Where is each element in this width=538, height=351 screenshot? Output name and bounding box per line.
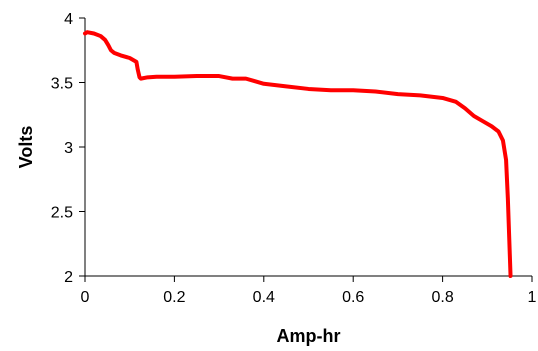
y-tick-label: 3 [64, 140, 73, 157]
series-layer [83, 30, 513, 278]
y-tick-label: 4 [64, 11, 73, 28]
x-tick-label: 1 [528, 289, 537, 306]
x-tick-label: 0.6 [342, 289, 364, 306]
x-tick-label: 0.4 [253, 289, 275, 306]
x-tick-label: 0 [81, 289, 90, 306]
y-tick-label: 2.5 [51, 205, 73, 222]
x-axis-title: Amp-hr [277, 326, 341, 346]
series-line-0 [83, 30, 513, 278]
x-tick-label: 0.2 [163, 289, 185, 306]
y-axis: 2 2.5 3 3.5 4 [51, 11, 86, 286]
x-axis: 0 0.2 0.4 0.6 0.8 1 [81, 275, 537, 306]
y-tick-label: 2 [64, 269, 73, 286]
y-axis-title: Volts [16, 126, 36, 169]
x-tick-label: 0.8 [431, 289, 453, 306]
y-tick-label: 3.5 [51, 76, 73, 93]
